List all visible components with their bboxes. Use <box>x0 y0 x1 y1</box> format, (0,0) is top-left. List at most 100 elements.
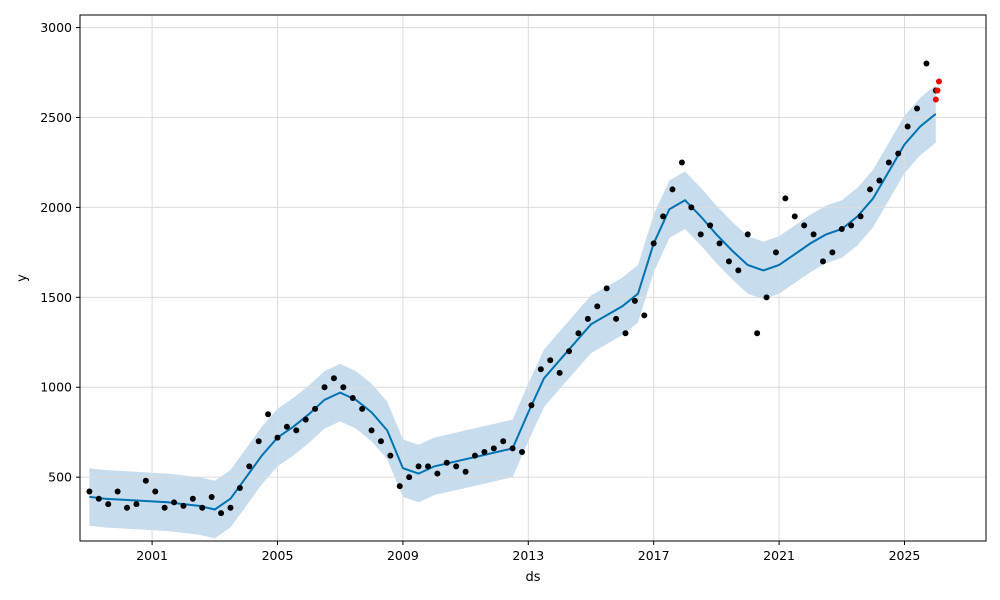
observed-point <box>707 222 714 229</box>
observed-point <box>613 315 620 322</box>
y-tick-label: 3000 <box>40 20 72 35</box>
observed-point <box>406 474 413 481</box>
observed-point <box>914 105 921 112</box>
observed-point <box>782 195 789 202</box>
observed-point <box>556 369 563 376</box>
observed-point <box>650 240 657 247</box>
observed-point <box>180 502 187 509</box>
observed-point <box>744 231 751 238</box>
observed-point <box>791 213 798 220</box>
observed-point <box>867 186 874 193</box>
observed-point <box>330 375 337 382</box>
observed-point <box>481 448 488 455</box>
observed-point <box>340 384 347 391</box>
observed-point <box>725 258 732 265</box>
observed-point <box>472 452 479 459</box>
observed-point <box>857 213 864 220</box>
observed-point <box>302 416 309 423</box>
observed-point <box>415 463 422 470</box>
observed-point <box>124 504 131 511</box>
x-tick-label: 2017 <box>638 548 670 563</box>
observed-point <box>885 159 892 166</box>
y-tick-label: 2000 <box>40 200 72 215</box>
observed-point <box>424 463 431 470</box>
observed-point <box>208 493 215 500</box>
observed-point <box>161 504 168 511</box>
observed-point <box>86 488 93 495</box>
observed-point <box>377 438 384 445</box>
observed-point <box>321 384 328 391</box>
observed-point <box>838 225 845 232</box>
observed-point <box>265 411 272 418</box>
x-tick-label: 2001 <box>136 548 168 563</box>
observed-point <box>528 402 535 409</box>
future-point <box>934 87 941 94</box>
observed-point <box>678 159 685 166</box>
observed-point <box>95 495 102 502</box>
observed-point <box>396 483 403 490</box>
observed-point <box>171 499 178 506</box>
observed-point <box>509 445 516 452</box>
uncertainty-band <box>89 85 936 539</box>
observed-point <box>293 427 300 434</box>
observed-point <box>490 445 497 452</box>
observed-point <box>133 501 140 508</box>
observed-point <box>537 366 544 373</box>
observed-point <box>105 501 112 508</box>
observed-point <box>810 231 817 238</box>
observed-point <box>923 60 930 67</box>
x-tick-label: 2013 <box>512 548 544 563</box>
grid-layer <box>80 15 986 541</box>
observed-point <box>754 330 761 337</box>
observed-point <box>735 267 742 274</box>
observed-point <box>453 463 460 470</box>
y-tick-label: 500 <box>48 470 72 485</box>
plot-frame <box>79 14 987 542</box>
observed-point <box>236 484 243 491</box>
observed-point <box>359 405 366 412</box>
observed-point <box>142 477 149 484</box>
observed-point <box>368 427 375 434</box>
uncertainty-band-layer <box>89 85 936 539</box>
observed-point <box>152 488 159 495</box>
y-axis-ticks: 500 1000 1500 2000 2500 3000 <box>40 20 80 485</box>
future-points-layer <box>932 78 942 103</box>
y-tick-label: 1500 <box>40 290 72 305</box>
observed-point <box>349 395 356 402</box>
observed-point <box>547 357 554 364</box>
observed-point <box>895 150 902 157</box>
observed-point <box>876 177 883 184</box>
observed-point <box>763 294 770 301</box>
observed-point <box>189 495 196 502</box>
observed-point <box>519 448 526 455</box>
observed-point <box>387 452 394 459</box>
observed-point <box>283 423 290 430</box>
observed-point <box>434 470 441 477</box>
observed-point <box>772 249 779 256</box>
observed-point <box>575 330 582 337</box>
observed-point <box>462 468 469 475</box>
observed-point <box>641 312 648 319</box>
observed-points-layer <box>86 60 939 517</box>
observed-point <box>660 213 667 220</box>
observed-point <box>801 222 808 229</box>
observed-point <box>114 488 121 495</box>
observed-point <box>848 222 855 229</box>
x-tick-label: 2009 <box>387 548 419 563</box>
observed-point <box>246 463 253 470</box>
y-tick-label: 1000 <box>40 380 72 395</box>
observed-point <box>566 348 573 355</box>
observed-point <box>274 434 281 441</box>
observed-point <box>716 240 723 247</box>
observed-point <box>603 285 610 292</box>
x-tick-label: 2025 <box>889 548 921 563</box>
x-axis-label: ds <box>525 570 540 585</box>
observed-point <box>199 504 206 511</box>
observed-point <box>631 297 638 304</box>
x-tick-label: 2021 <box>763 548 795 563</box>
observed-point <box>218 510 225 517</box>
future-point <box>935 78 942 85</box>
observed-point <box>584 315 591 322</box>
observed-point <box>829 249 836 256</box>
